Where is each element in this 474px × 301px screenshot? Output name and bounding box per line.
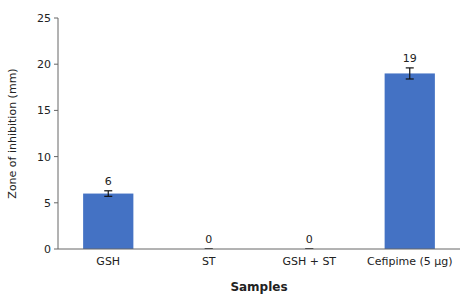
chart-svg: 0 5 10 15 20 25 6 0 0 19 GSH ST GSH + ST Cefipime (5 … — [0, 0, 474, 301]
error-cap — [104, 190, 112, 191]
y-axis: 0 5 10 15 20 25 — [37, 12, 58, 256]
y-tick — [54, 64, 58, 65]
y-tick-label: 15 — [37, 104, 51, 117]
y-tick — [54, 249, 58, 250]
y-tick-label: 5 — [44, 197, 51, 210]
y-tick — [54, 18, 58, 19]
y-tick — [54, 110, 58, 111]
bars — [83, 68, 435, 249]
data-label: 6 — [105, 175, 112, 188]
data-labels: 6 0 0 19 — [105, 52, 417, 246]
chart-container: 0 5 10 15 20 25 6 0 0 19 GSH ST GSH + ST Cefipime (5 … — [0, 0, 474, 301]
y-axis-title: Zone of inhibition (mm) — [6, 68, 19, 198]
x-tick-label: GSH — [96, 255, 120, 268]
y-tick-label: 20 — [37, 58, 51, 71]
data-label: 19 — [403, 52, 417, 65]
error-line — [409, 68, 410, 79]
y-tick-label: 0 — [44, 243, 51, 256]
y-tick-label: 10 — [37, 151, 51, 164]
y-axis-line — [58, 18, 59, 249]
x-tick-label: ST — [202, 255, 216, 268]
y-tick-label: 25 — [37, 12, 51, 25]
bar — [83, 194, 133, 249]
x-axis-line — [58, 249, 460, 250]
error-line — [108, 191, 109, 197]
data-label: 0 — [306, 233, 313, 246]
y-tick — [54, 156, 58, 157]
error-bar — [406, 68, 414, 79]
y-tick — [54, 202, 58, 203]
data-label: 0 — [205, 233, 212, 246]
error-bar — [104, 191, 112, 197]
error-cap — [406, 67, 414, 68]
x-axis-title: Samples — [230, 280, 287, 294]
x-axis: GSH ST GSH + ST Cefipime (5 μg) — [58, 249, 460, 268]
error-cap — [104, 196, 112, 197]
x-tick-label: Cefipime (5 μg) — [367, 255, 452, 268]
x-tick-label: GSH + ST — [282, 255, 336, 268]
error-cap — [406, 78, 414, 79]
bar — [385, 73, 435, 249]
